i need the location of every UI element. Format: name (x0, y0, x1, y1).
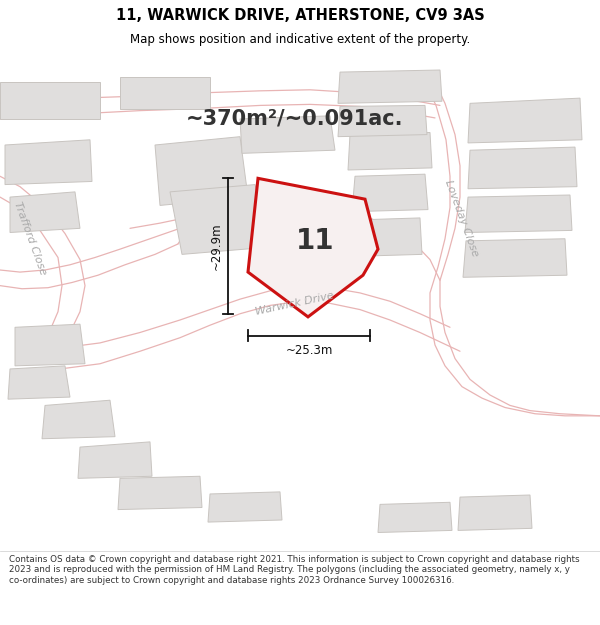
Polygon shape (468, 98, 582, 143)
Polygon shape (208, 492, 282, 522)
Polygon shape (10, 192, 80, 232)
Text: Map shows position and indicative extent of the property.: Map shows position and indicative extent… (130, 34, 470, 46)
Polygon shape (338, 106, 427, 137)
Polygon shape (463, 239, 567, 278)
Polygon shape (352, 218, 422, 256)
Polygon shape (378, 503, 452, 532)
Polygon shape (338, 70, 442, 103)
Text: ~29.9m: ~29.9m (209, 222, 223, 270)
Polygon shape (248, 178, 378, 317)
Polygon shape (465, 195, 572, 232)
Text: Contains OS data © Crown copyright and database right 2021. This information is : Contains OS data © Crown copyright and d… (9, 555, 580, 585)
Polygon shape (15, 324, 85, 366)
Polygon shape (0, 82, 100, 119)
Polygon shape (42, 400, 115, 439)
Polygon shape (458, 495, 532, 531)
Polygon shape (120, 78, 210, 109)
Polygon shape (170, 184, 270, 254)
Text: ~370m²/~0.091ac.: ~370m²/~0.091ac. (186, 109, 404, 129)
Text: Loveday Close: Loveday Close (443, 178, 481, 258)
Text: Warwick Drive: Warwick Drive (255, 290, 335, 316)
Polygon shape (240, 116, 335, 153)
Polygon shape (468, 147, 577, 189)
Polygon shape (5, 140, 92, 184)
Text: Trafford Close: Trafford Close (12, 201, 48, 277)
Text: 11, WARWICK DRIVE, ATHERSTONE, CV9 3AS: 11, WARWICK DRIVE, ATHERSTONE, CV9 3AS (116, 8, 484, 23)
Polygon shape (352, 174, 428, 212)
Text: 11: 11 (296, 227, 334, 255)
Polygon shape (348, 132, 432, 170)
Polygon shape (155, 137, 248, 206)
Polygon shape (8, 366, 70, 399)
Polygon shape (118, 476, 202, 509)
Text: ~25.3m: ~25.3m (286, 344, 332, 357)
Polygon shape (78, 442, 152, 478)
